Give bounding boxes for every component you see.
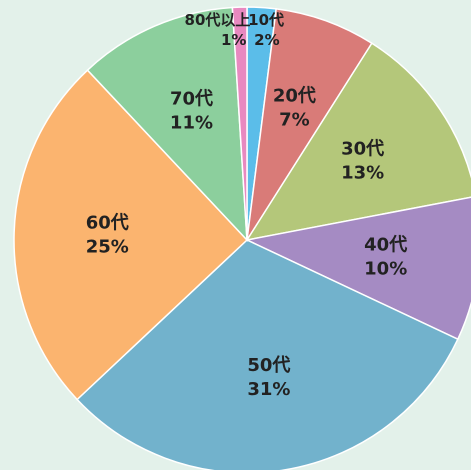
pie-slice (86, 6, 248, 243)
slice-label: 40代 (364, 235, 407, 256)
value-label: 13% (341, 162, 384, 183)
value-label: 31% (247, 379, 290, 400)
pie-slice (244, 196, 471, 341)
slice-label: 50代 (247, 355, 290, 376)
pie-slice (246, 7, 373, 241)
slice-label: 60代 (86, 213, 129, 234)
slice-label: 10代 (248, 11, 284, 29)
slice-label: 20代 (273, 85, 316, 106)
pie-slice (245, 42, 471, 242)
value-label: 25% (86, 237, 129, 258)
pie-slice (231, 6, 248, 241)
value-label: 1% (221, 31, 246, 49)
slice-label: 70代 (170, 89, 213, 110)
value-label: 11% (170, 113, 213, 134)
value-label: 7% (279, 109, 310, 130)
value-label: 2% (254, 31, 279, 49)
slice-label: 80代以上 (185, 11, 251, 29)
slice-label: 30代 (341, 138, 384, 159)
value-label: 10% (364, 259, 407, 280)
pie-slice (76, 239, 459, 470)
pie-slice (13, 69, 249, 401)
